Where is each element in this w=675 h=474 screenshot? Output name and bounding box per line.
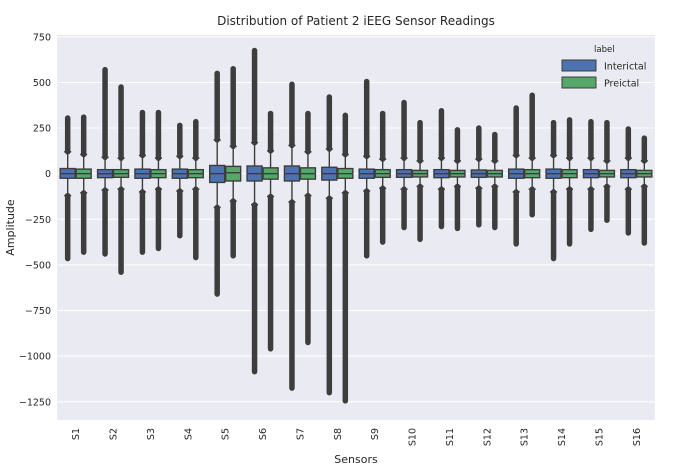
x-tick-label: S13 — [520, 428, 531, 446]
x-tick-labels: S1 S2 S3 S4 S5 S6 S7 S8 S9 S10 S11 S12 S13 S14 S15 S16 — [71, 428, 643, 446]
legend-label-preictal: Preictal — [604, 79, 639, 90]
box-S6-interictal — [246, 47, 263, 375]
y-tick-label: −1000 — [19, 352, 51, 363]
x-tick-label: S16 — [632, 428, 643, 446]
box-S10-preictal — [411, 119, 429, 243]
box-S14-interictal — [545, 119, 562, 262]
x-tick-label: S12 — [482, 428, 493, 446]
x-tick-label: S7 — [295, 428, 306, 440]
box-S8-preictal — [337, 112, 354, 404]
box-S1-interictal — [59, 115, 76, 262]
x-tick-label: S9 — [370, 428, 381, 440]
legend-swatch-interictal — [561, 59, 597, 72]
x-tick-label: S11 — [445, 428, 456, 446]
x-tick-label: S5 — [221, 428, 232, 440]
box-S7-preictal — [299, 110, 317, 346]
x-axis-label: Sensors — [334, 453, 378, 466]
x-tick-label: S8 — [333, 428, 344, 440]
box-S13-preictal — [523, 92, 541, 218]
box-series — [59, 47, 653, 404]
box-S4-interictal — [171, 122, 189, 239]
y-axis-label: Amplitude — [4, 199, 17, 256]
box-S6-preictal — [262, 110, 279, 352]
box-S7-interictal — [283, 81, 301, 391]
box-S16-interictal — [620, 126, 637, 236]
legend-title: label — [594, 45, 615, 55]
legend: label Interictal Preictal — [561, 45, 646, 90]
box-S12-preictal — [486, 131, 504, 231]
y-tick-label: 750 — [33, 32, 51, 43]
box-S5-preictal — [224, 66, 242, 259]
box-S5-interictal — [208, 70, 226, 297]
x-tick-label: S6 — [258, 428, 269, 440]
x-tick-label: S3 — [146, 428, 157, 440]
x-tick-label: S15 — [594, 428, 605, 446]
box-S3-interictal — [134, 109, 151, 255]
x-tick-label: S4 — [183, 428, 194, 440]
x-tick-label: S2 — [109, 428, 120, 440]
box-S15-preictal — [598, 119, 616, 223]
box-S10-interictal — [395, 99, 413, 231]
box-iqr — [224, 165, 242, 182]
box-S8-interictal — [321, 94, 338, 396]
y-tick-label: 0 — [45, 169, 51, 180]
y-tick-labels: 750 500 250 0 −250 −500 −750 −1000 −1250 — [19, 32, 51, 408]
box-S4-preictal — [187, 118, 205, 261]
box-S12-interictal — [470, 125, 488, 228]
box-S2-interictal — [96, 66, 114, 257]
y-tick-label: 500 — [33, 78, 51, 89]
legend-swatch-preictal — [561, 76, 597, 89]
x-tick-label: S1 — [71, 428, 82, 440]
y-tick-label: 250 — [33, 124, 51, 135]
box-S15-interictal — [582, 118, 600, 233]
box-S9-preictal — [374, 110, 391, 245]
legend-label-interictal: Interictal — [604, 62, 646, 73]
box-S16-preictal — [636, 135, 653, 246]
x-tick-label: S10 — [408, 428, 419, 446]
box-S9-interictal — [358, 78, 375, 259]
box-S11-interictal — [433, 107, 450, 230]
box-S14-preictal — [561, 117, 578, 247]
box-S3-preictal — [150, 109, 167, 252]
box-S11-preictal — [449, 127, 466, 232]
box-S13-interictal — [507, 105, 525, 247]
x-tick-label: S14 — [557, 428, 568, 446]
y-tick-label: −750 — [25, 306, 51, 317]
y-tick-label: −250 — [25, 215, 51, 226]
y-tick-label: −1250 — [19, 397, 51, 408]
box-S2-preictal — [112, 84, 130, 275]
plot-area — [57, 35, 655, 420]
chart-title: Distribution of Patient 2 iEEG Sensor Re… — [217, 14, 495, 28]
y-tick-label: −500 — [25, 260, 51, 271]
box-S1-preictal — [75, 114, 92, 255]
